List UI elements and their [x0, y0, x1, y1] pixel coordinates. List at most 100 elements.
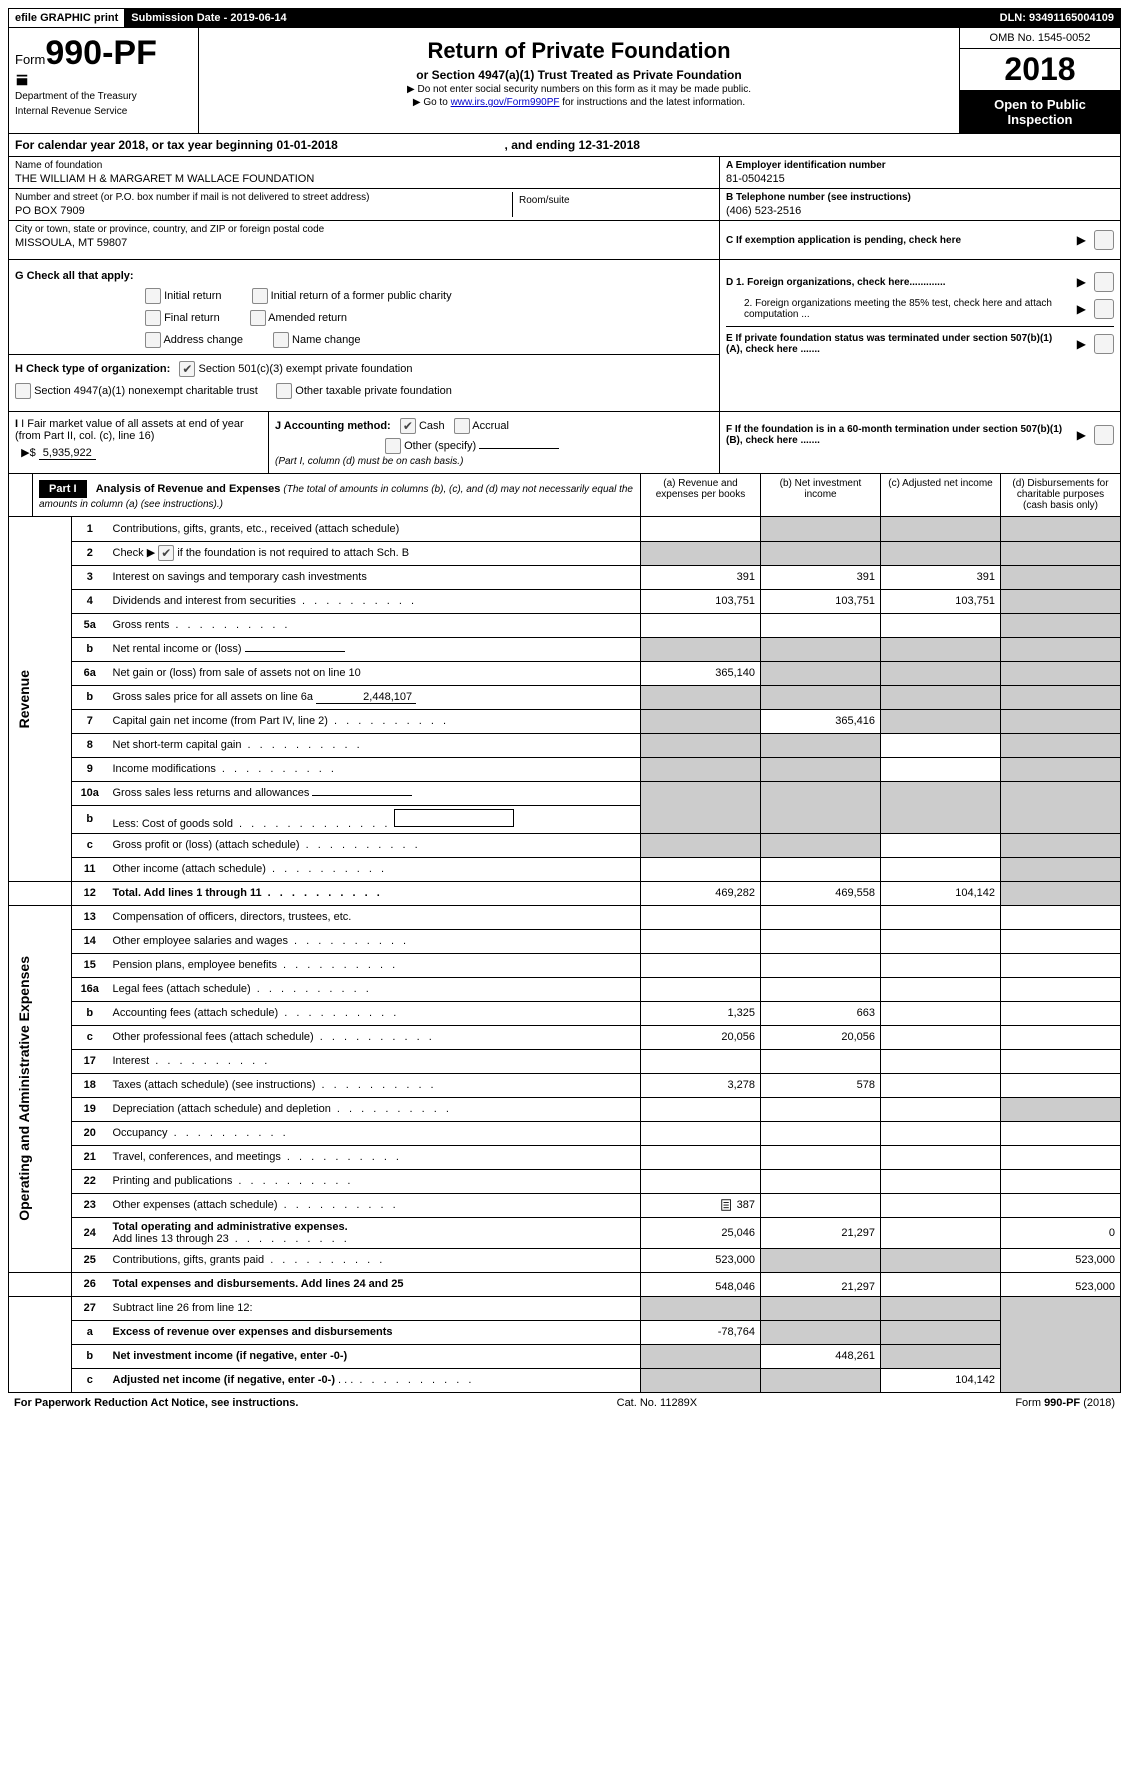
top-bar: efile GRAPHIC print Submission Date - 20… — [8, 8, 1121, 28]
spacer — [294, 9, 994, 27]
table-row: cOther professional fees (attach schedul… — [9, 1025, 1121, 1049]
table-row: 21Travel, conferences, and meetings — [9, 1145, 1121, 1169]
info-grid: Name of foundation THE WILLIAM H & MARGA… — [8, 157, 1121, 260]
table-row: 24Total operating and administrative exp… — [9, 1217, 1121, 1248]
table-row: 14Other employee salaries and wages — [9, 929, 1121, 953]
expenses-label: Operating and Administrative Expenses — [14, 950, 34, 1227]
col-d-head: (d) Disbursements for charitable purpose… — [1000, 474, 1120, 516]
submission-date: Submission Date - 2019-06-14 — [125, 9, 293, 27]
accounting-method-cell: J Accounting method: Cash Accrual Other … — [269, 412, 720, 473]
table-row: cAdjusted net income (if negative, enter… — [9, 1368, 1121, 1392]
header-center: Return of Private Foundation or Section … — [199, 28, 960, 133]
table-row: 15Pension plans, employee benefits — [9, 953, 1121, 977]
table-row: 17Interest — [9, 1049, 1121, 1073]
table-row: 27Subtract line 26 from line 12: — [9, 1296, 1121, 1320]
form-subtitle: or Section 4947(a)(1) Trust Treated as P… — [205, 68, 953, 82]
table-row: 25Contributions, gifts, grants paid523,0… — [9, 1248, 1121, 1272]
checkbox-4947[interactable] — [15, 383, 31, 399]
part1-badge: Part I — [39, 480, 87, 498]
form-number: Form990-PF — [15, 34, 192, 73]
table-row: Operating and Administrative Expenses 13… — [9, 905, 1121, 929]
checkbox-name-change[interactable] — [273, 332, 289, 348]
table-row: 18Taxes (attach schedule) (see instructi… — [9, 1073, 1121, 1097]
footer-mid: Cat. No. 11289X — [617, 1397, 698, 1409]
checkbox-c[interactable] — [1094, 230, 1114, 250]
col-b-head: (b) Net investment income — [760, 474, 880, 516]
arrow-icon: ▶ — [1077, 233, 1086, 247]
footer-right: Form 990-PF (2018) — [1015, 1397, 1115, 1409]
table-row: bNet investment income (if negative, ent… — [9, 1344, 1121, 1368]
street-room-cell: Number and street (or P.O. box number if… — [9, 189, 719, 221]
header-right: OMB No. 1545-0052 2018 Open to Public In… — [960, 28, 1120, 133]
table-row: b Net rental income or (loss) — [9, 637, 1121, 661]
table-row: b Gross sales price for all assets on li… — [9, 685, 1121, 709]
checkbox-address-change[interactable] — [145, 332, 161, 348]
fmv-value: 5,935,922 — [39, 447, 96, 460]
table-row: 10a Gross sales less returns and allowan… — [9, 781, 1121, 805]
irs-eagle-icon — [15, 73, 29, 87]
info-right: A Employer identification number 81-0504… — [720, 157, 1120, 259]
exemption-pending-cell: C If exemption application is pending, c… — [720, 221, 1120, 259]
table-row: 22Printing and publications — [9, 1169, 1121, 1193]
table-row: 23Other expenses (attach schedule) 387 — [9, 1193, 1121, 1217]
table-row: 8 Net short-term capital gain — [9, 733, 1121, 757]
table-row: 3 Interest on savings and temporary cash… — [9, 565, 1121, 589]
part1-desc: Part I Analysis of Revenue and Expenses … — [33, 474, 640, 516]
table-row: 26Total expenses and disbursements. Add … — [9, 1272, 1121, 1296]
checkbox-f[interactable] — [1094, 425, 1114, 445]
city-cell: City or town, state or province, country… — [9, 221, 719, 252]
open-public-badge: Open to Public Inspection — [960, 91, 1120, 133]
info-left: Name of foundation THE WILLIAM H & MARGA… — [9, 157, 720, 259]
table-row: bAccounting fees (attach schedule)1,3256… — [9, 1001, 1121, 1025]
page-footer: For Paperwork Reduction Act Notice, see … — [8, 1393, 1121, 1413]
checkbox-501c3[interactable] — [179, 361, 195, 377]
instr-link-line: ▶ Go to www.irs.gov/Form990PF for instru… — [205, 97, 953, 108]
form-title: Return of Private Foundation — [205, 38, 953, 64]
checkbox-amended-return[interactable] — [250, 310, 266, 326]
table-row: 11 Other income (attach schedule) — [9, 857, 1121, 881]
section-i-j: I I Fair market value of all assets at e… — [8, 412, 1121, 474]
fmv-cell: I I Fair market value of all assets at e… — [9, 412, 269, 473]
instr-ssn: ▶ Do not enter social security numbers o… — [205, 84, 953, 95]
attachment-icon[interactable] — [720, 1198, 734, 1212]
checkbox-d2[interactable] — [1094, 299, 1114, 319]
part1-header-row: Part I Analysis of Revenue and Expenses … — [8, 474, 1121, 517]
section-g-h: G Check all that apply: Initial return I… — [8, 260, 1121, 412]
period-row: For calendar year 2018, or tax year begi… — [8, 134, 1121, 157]
table-row: 16aLegal fees (attach schedule) — [9, 977, 1121, 1001]
table-row: 5a Gross rents — [9, 613, 1121, 637]
table-row: 20Occupancy — [9, 1121, 1121, 1145]
dln: DLN: 93491165004109 — [994, 9, 1120, 27]
foundation-name-cell: Name of foundation THE WILLIAM H & MARGA… — [9, 157, 719, 189]
checkbox-initial-return[interactable] — [145, 288, 161, 304]
table-row: 6a Net gain or (loss) from sale of asset… — [9, 661, 1121, 685]
checkbox-e[interactable] — [1094, 334, 1114, 354]
table-row: 19Depreciation (attach schedule) and dep… — [9, 1097, 1121, 1121]
checkbox-sch-b[interactable] — [158, 545, 174, 561]
table-row: aExcess of revenue over expenses and dis… — [9, 1320, 1121, 1344]
checkbox-other-method[interactable] — [385, 438, 401, 454]
table-row: c Gross profit or (loss) (attach schedul… — [9, 833, 1121, 857]
checkbox-initial-former[interactable] — [252, 288, 268, 304]
checkbox-other-taxable[interactable] — [276, 383, 292, 399]
revenue-label: Revenue — [14, 664, 34, 734]
table-row: 2 Check ▶ if the foundation is not requi… — [9, 541, 1121, 565]
phone-cell: B Telephone number (see instructions) (4… — [720, 189, 1120, 221]
table-row: 9 Income modifications — [9, 757, 1121, 781]
table-row: 7 Capital gain net income (from Part IV,… — [9, 709, 1121, 733]
checkbox-cash[interactable] — [400, 418, 416, 434]
col-a-head: (a) Revenue and expenses per books — [640, 474, 760, 516]
table-row: 12 Total. Add lines 1 through 11 469,282… — [9, 881, 1121, 905]
col-c-head: (c) Adjusted net income — [880, 474, 1000, 516]
section-g-left: G Check all that apply: Initial return I… — [9, 260, 720, 411]
header-left: Form990-PF Department of the Treasury In… — [9, 28, 199, 133]
form-header: Form990-PF Department of the Treasury In… — [8, 28, 1121, 134]
dept-treasury: Department of the Treasury — [15, 91, 192, 102]
checkbox-accrual[interactable] — [454, 418, 470, 434]
efile-label: efile GRAPHIC print — [9, 9, 125, 27]
checkbox-final-return[interactable] — [145, 310, 161, 326]
ein-cell: A Employer identification number 81-0504… — [720, 157, 1120, 189]
table-row: 4 Dividends and interest from securities… — [9, 589, 1121, 613]
irs-link[interactable]: www.irs.gov/Form990PF — [451, 97, 560, 108]
checkbox-d1[interactable] — [1094, 272, 1114, 292]
